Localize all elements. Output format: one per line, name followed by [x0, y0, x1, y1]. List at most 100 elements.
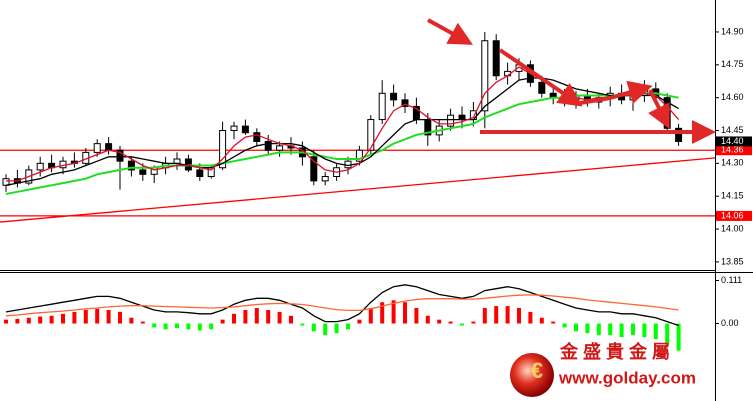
histogram-bar [665, 323, 670, 345]
histogram-bar [152, 323, 157, 328]
logo: € 金 盛 貴 金 屬 www.golday.com [510, 341, 696, 397]
histogram-bar [528, 311, 533, 324]
histogram-bar [209, 323, 214, 330]
histogram-bar [254, 308, 259, 324]
histogram-bar [118, 311, 122, 324]
histogram-bar [129, 317, 134, 324]
candle-body [310, 156, 318, 182]
annotation-arrows [427, 18, 716, 144]
last-price-box [716, 136, 752, 147]
y-tick-label: 13.85 [721, 256, 744, 266]
candle-body [93, 143, 101, 153]
logo-name: 金 盛 貴 金 屬 [559, 341, 670, 362]
histogram-bar [323, 323, 328, 336]
histogram-bar [4, 319, 8, 324]
histogram-bar [186, 323, 191, 330]
candle-body [367, 119, 375, 151]
y-tick-label: 0.111 [721, 275, 742, 285]
histogram-bar [494, 306, 499, 324]
level-label-box [716, 145, 752, 156]
indicator-line [5, 284, 679, 327]
candle-body [481, 40, 489, 112]
candle-body [139, 169, 147, 175]
y-tick-label: 14.00 [721, 223, 744, 233]
histogram-bar [448, 321, 453, 324]
logo-url: www.golday.com [558, 368, 696, 387]
histogram-bar [653, 323, 658, 340]
arrow [648, 89, 670, 130]
histogram-bar [380, 302, 385, 324]
histogram-bar [175, 323, 179, 329]
histogram-bar [83, 309, 88, 324]
candle-body [276, 145, 284, 151]
histogram-bar [642, 323, 647, 338]
histogram-bar [95, 308, 100, 324]
candle-body [173, 158, 181, 164]
histogram-bar [232, 313, 236, 324]
candle-body [105, 143, 113, 151]
histogram-bar [49, 315, 54, 324]
histogram-bar [562, 323, 567, 328]
y-tick-label: 14.60 [721, 92, 744, 102]
candle-body [675, 127, 683, 142]
arrow [427, 18, 474, 45]
histogram-bar [391, 300, 396, 324]
candle-body [321, 175, 329, 182]
candle-body [116, 149, 124, 162]
candle-body [401, 99, 409, 107]
histogram-bar [357, 319, 362, 324]
histogram-bar [482, 308, 487, 324]
histogram-bar [311, 323, 316, 332]
histogram-bar [243, 309, 248, 324]
histogram-bar [471, 321, 476, 324]
logo-glyph: € [531, 358, 543, 383]
histogram-bar [608, 323, 613, 336]
candle-body [36, 162, 44, 171]
histogram-bar [72, 311, 77, 324]
candle-body [538, 81, 546, 94]
candle-body [264, 140, 272, 151]
y-tick-label: 14.45 [721, 125, 744, 135]
candle-body [127, 160, 135, 171]
histogram-bar [197, 323, 202, 331]
histogram-bar [574, 323, 578, 332]
histogram-bar [334, 323, 339, 334]
arrow [579, 80, 653, 105]
logo-mark [510, 353, 554, 397]
histogram-bar [140, 321, 145, 324]
histogram-bar [403, 302, 407, 324]
trend-line [0, 157, 716, 223]
level-label: 14.36 [721, 145, 744, 155]
last-price-label: 14.40 [721, 136, 744, 146]
histogram-bar [517, 308, 521, 324]
candle-body [458, 114, 466, 121]
histogram-bar [163, 323, 168, 330]
histogram-bar [631, 323, 635, 336]
histogram-bar [277, 311, 282, 324]
histogram-bar [425, 315, 430, 324]
candle-body [196, 169, 204, 177]
histogram-bar [414, 308, 419, 324]
histogram-bar [289, 315, 293, 324]
histogram-bar [585, 323, 590, 334]
candle-body [230, 125, 238, 132]
histogram-bar [460, 323, 464, 326]
histogram-bar [437, 319, 442, 324]
level-label-box [716, 210, 752, 221]
candle-body [390, 92, 398, 101]
candle-body [355, 149, 363, 162]
candle-body [219, 130, 227, 169]
candle-body [378, 92, 386, 121]
y-tick-label: 14.75 [721, 59, 744, 69]
y-tick-label: 14.90 [721, 26, 744, 36]
y-tick-label: 14.30 [721, 158, 744, 168]
histogram-bar [676, 323, 681, 351]
histogram-bar [346, 323, 350, 330]
histogram-bar [596, 323, 601, 336]
candle-body [447, 114, 455, 127]
histogram-bar [38, 316, 43, 324]
histogram-bar [368, 308, 373, 324]
level-label: 14.06 [721, 210, 744, 220]
